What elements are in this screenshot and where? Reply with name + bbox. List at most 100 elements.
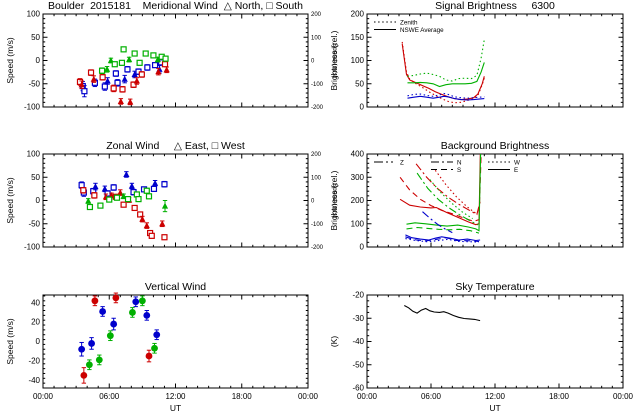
zonal-wind-yaxis-label: Speed (m/s): [5, 177, 15, 223]
meridional-wind-title: Boulder 2015181 Meridional Wind △ North,…: [48, 0, 303, 12]
sky-temperature-yaxis-label: (K): [329, 336, 339, 348]
legend-label: Z: [400, 159, 404, 166]
triangle-marker: [128, 182, 135, 189]
square-marker: [111, 61, 118, 68]
triangle-marker: [123, 171, 130, 178]
svg-text:-50: -50: [28, 219, 40, 228]
square-marker: [161, 234, 168, 241]
svg-text:50: 50: [355, 79, 364, 88]
square-marker: [143, 187, 150, 194]
background-brightness-series-blue-solid: [405, 234, 481, 242]
legend-label: Zenith: [400, 19, 418, 26]
sky-temperature-xtick-labels: 00:00 06:00 12:00 18:00 00:00: [357, 392, 634, 401]
square-marker: [150, 52, 157, 59]
svg-text:100: 100: [351, 56, 365, 65]
circle-marker: [153, 331, 161, 339]
svg-text:20: 20: [31, 318, 40, 327]
zonal-wind-right-axis: -200 -100 0 100 200 Speed (m/s): [311, 152, 338, 251]
signal-brightness-ticks: [366, 13, 624, 108]
square-marker: [112, 70, 119, 77]
sky-temperature-series-black-solid: [404, 305, 481, 322]
svg-text:18:00: 18:00: [232, 392, 253, 401]
square-marker: [142, 50, 149, 57]
circle-marker: [95, 356, 103, 364]
background-brightness-legend: Z N W S E: [374, 159, 520, 174]
circle-marker: [145, 352, 153, 360]
triangle-marker: [127, 98, 134, 105]
background-brightness-series-red-solid: [399, 153, 481, 226]
background-brightness-ticks: [366, 153, 624, 248]
zonal-wind-ytick-labels: -100 -50 0 50 100: [24, 150, 41, 252]
vertical-wind-yaxis-label: Speed (m/s): [5, 318, 15, 364]
square-marker: [120, 46, 127, 53]
square-marker: [138, 71, 145, 78]
panel-signal-brightness: 0 50 100 150 200 Brightness (rel.) Signal Brig…: [329, 0, 624, 112]
circle-marker: [85, 361, 93, 369]
triangle-marker: [103, 65, 111, 72]
circle-marker: [151, 344, 158, 352]
svg-text:0: 0: [360, 243, 365, 252]
circle-marker: [88, 340, 95, 347]
triangle-marker: [101, 185, 108, 192]
vertical-wind-ytick-labels: -40 -20 0 20 40: [28, 298, 40, 385]
vertical-wind-points-green: [85, 295, 158, 371]
background-brightness-series-red-dashdot: [415, 163, 481, 216]
circle-marker: [129, 309, 136, 316]
svg-text:00:00: 00:00: [298, 392, 319, 401]
square-marker: [131, 50, 138, 57]
triangle-marker: [159, 220, 166, 227]
meridional-wind-yaxis-label: Speed (m/s): [5, 37, 15, 83]
svg-text:Speed (m/s): Speed (m/s): [331, 183, 338, 218]
vertical-wind-ticks: [42, 295, 309, 389]
signal-brightness-series-red-dotted: [401, 41, 485, 104]
background-brightness-series-green-solid: [406, 153, 482, 232]
circle-marker: [91, 297, 99, 305]
square-marker: [151, 62, 159, 69]
svg-text:-100: -100: [311, 82, 324, 88]
triangle-marker: [78, 81, 85, 88]
triangle-marker: [154, 56, 161, 63]
svg-text:0: 0: [360, 103, 365, 112]
vertical-wind-points-blue: [78, 296, 161, 357]
triangle-marker: [151, 179, 159, 186]
background-brightness-series-red-dotted: [434, 169, 477, 214]
panel-meridional-wind: -100 -50 0 50 100 Speed (m/s) -200 -100 0 100 200 S…: [5, 0, 338, 112]
svg-text:-20: -20: [352, 291, 364, 300]
vertical-wind-xaxis-label: UT: [170, 403, 181, 413]
svg-text:100: 100: [311, 175, 322, 181]
zonal-wind-points-green: [85, 187, 169, 213]
vertical-wind-title: Vertical Wind: [145, 281, 206, 293]
sky-temperature-xaxis-label: UT: [489, 403, 500, 413]
square-marker: [97, 202, 104, 209]
square-marker: [80, 187, 87, 194]
signal-brightness-title: Signal Brightness 6300: [435, 0, 555, 12]
svg-text:150: 150: [351, 33, 365, 42]
triangle-marker: [90, 75, 97, 82]
panel-vertical-wind: -40 -20 0 20 40 00:00 06:00 12:00 18:00 00:00 UT Sp…: [5, 281, 319, 413]
svg-text:-200: -200: [311, 105, 324, 111]
circle-marker: [143, 311, 151, 319]
svg-text:0: 0: [36, 56, 41, 65]
square-marker: [148, 232, 155, 239]
svg-text:0: 0: [36, 337, 41, 346]
svg-text:40: 40: [31, 298, 40, 307]
triangle-marker: [161, 202, 169, 209]
triangle-marker: [104, 77, 111, 84]
square-marker: [119, 86, 126, 93]
square-marker: [162, 55, 169, 62]
signal-brightness-ytick-labels: 0 50 100 150 200: [351, 10, 365, 112]
meridional-wind-ytick-labels: -100 -50 0 50 100: [24, 10, 41, 112]
svg-text:400: 400: [351, 150, 365, 159]
svg-text:0: 0: [36, 196, 41, 205]
sky-temperature-title: Sky Temperature: [455, 281, 534, 293]
square-marker: [144, 64, 151, 71]
background-brightness-series-blue-dashdot: [422, 211, 453, 234]
svg-text:-200: -200: [311, 245, 324, 251]
circle-marker: [110, 320, 118, 328]
triangle-marker: [163, 66, 170, 73]
svg-text:-100: -100: [24, 243, 41, 252]
svg-text:100: 100: [311, 35, 322, 41]
square-marker: [76, 78, 84, 85]
